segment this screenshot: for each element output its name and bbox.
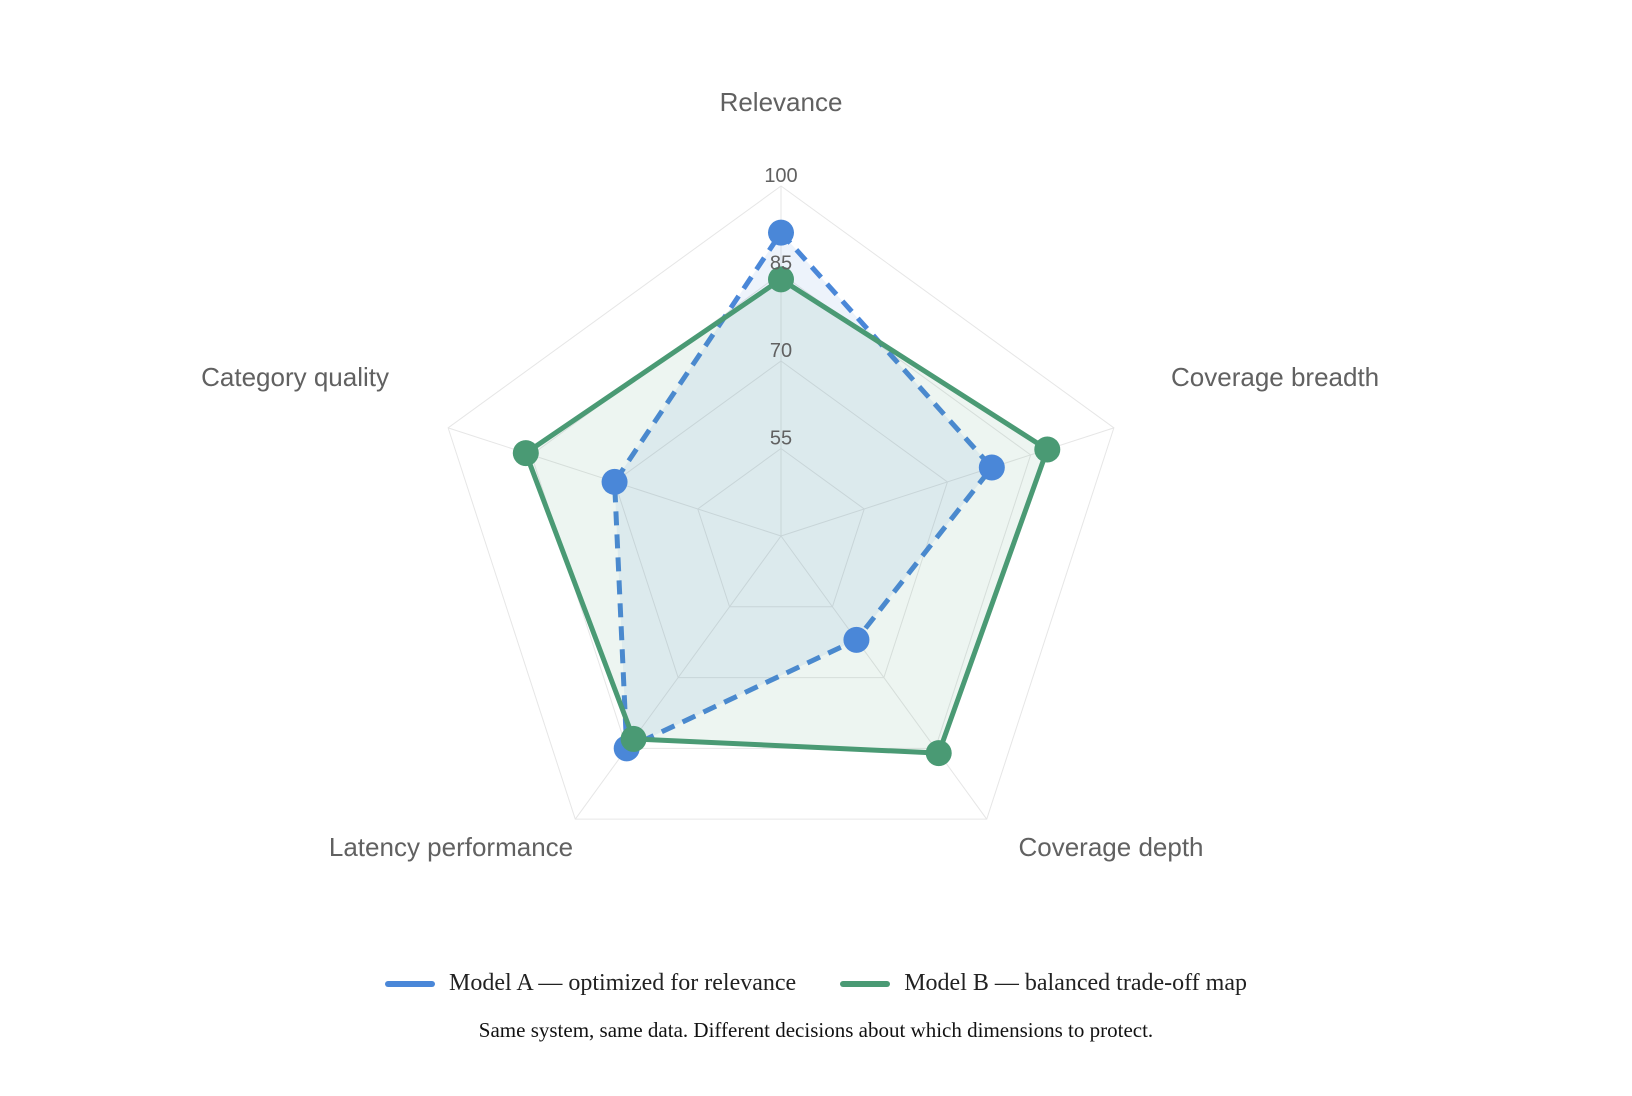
tick-label: 100 — [764, 165, 797, 187]
legend-item-model-b[interactable]: Model B — balanced trade-off map — [840, 970, 1247, 997]
data-point-model-b[interactable] — [512, 440, 539, 467]
axis-labels: Relevance Coverage breadth Coverage depth L… — [201, 87, 1379, 862]
series-area-model-b — [523, 276, 1050, 756]
grid-ring — [613, 360, 949, 679]
axis-label-coverage-breadth: Coverage breadth — [1171, 362, 1379, 392]
data-point-model-a[interactable] — [978, 454, 1005, 481]
data-point-model-a[interactable] — [601, 468, 628, 495]
legend-label-model-b: Model B — balanced trade-off map — [904, 970, 1247, 996]
grid-ring — [447, 185, 1115, 820]
grid-ring — [697, 447, 865, 608]
axis-label-relevance: Relevance — [720, 87, 843, 117]
tick-label: 70 — [770, 340, 792, 362]
legend: Model A — optimized for relevance Model … — [0, 970, 1632, 997]
series-area-model-a — [612, 230, 995, 751]
axis-label-latency-performance: Latency performance — [329, 832, 573, 862]
data-point-model-a[interactable] — [768, 219, 794, 246]
radial-tick-labels: 55 70 85 100 — [764, 165, 797, 450]
series-layer — [512, 219, 1061, 767]
data-point-model-b[interactable] — [768, 266, 794, 293]
axis-label-category-quality: Category quality — [201, 362, 389, 392]
tick-label: 85 — [770, 253, 792, 275]
data-point-model-b[interactable] — [620, 725, 647, 752]
data-point-model-a[interactable] — [843, 626, 870, 653]
data-point-model-b[interactable] — [925, 740, 952, 767]
legend-label-model-a: Model A — optimized for relevance — [448, 970, 797, 996]
legend-swatch-model-a — [384, 980, 435, 987]
grid-ring — [530, 272, 1032, 749]
axis-label-coverage-depth: Coverage depth — [1018, 832, 1203, 862]
data-point-model-b[interactable] — [1034, 436, 1061, 463]
grid-spoke — [780, 535, 988, 820]
chart-caption: Same system, same data. Different decisi… — [478, 1018, 1154, 1042]
legend-item-model-a[interactable]: Model A — optimized for relevance — [384, 970, 797, 997]
grid-spoke — [574, 535, 782, 820]
legend-swatch-model-b — [840, 980, 891, 987]
tick-label: 55 — [770, 428, 792, 450]
radar-grid — [447, 185, 1115, 820]
